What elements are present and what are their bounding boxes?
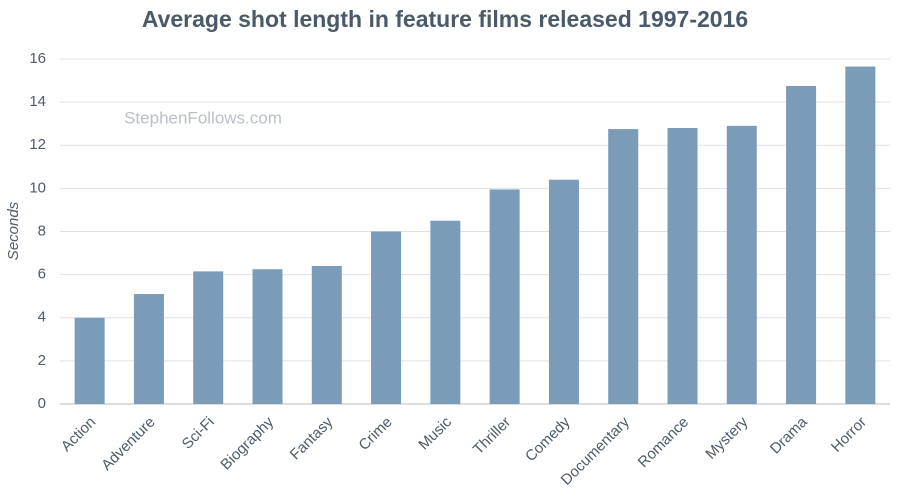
watermark: StephenFollows.com <box>124 108 282 127</box>
x-tick-label: Sci-Fi <box>179 414 218 453</box>
y-tick-label: 10 <box>29 179 46 196</box>
bar <box>726 125 757 404</box>
chart-title: Average shot length in feature films rel… <box>142 6 748 32</box>
y-tick-label: 6 <box>38 266 46 283</box>
bar <box>430 220 461 404</box>
bar <box>193 271 224 404</box>
bar <box>608 129 639 404</box>
bar <box>252 269 283 404</box>
y-tick-label: 4 <box>38 309 46 326</box>
x-tick-label: Mystery <box>702 413 751 462</box>
bar <box>311 266 342 404</box>
bar <box>133 294 164 404</box>
x-tick-label: Horror <box>828 414 870 456</box>
x-tick-label: Action <box>58 414 100 456</box>
x-tick-label: Music <box>415 413 455 453</box>
x-tick-label: Thriller <box>470 414 514 458</box>
bar <box>667 128 698 404</box>
y-tick-label: 0 <box>38 395 46 412</box>
y-tick-label: 12 <box>29 136 46 153</box>
x-tick-label: Adventure <box>98 414 158 474</box>
y-tick-label: 14 <box>29 93 46 110</box>
y-tick-label: 8 <box>38 222 46 239</box>
bar <box>74 317 105 404</box>
x-tick-label: Fantasy <box>287 413 337 463</box>
bar <box>489 189 520 404</box>
x-tick-label: Comedy <box>522 413 574 465</box>
x-tick-label: Biography <box>217 413 277 473</box>
bar <box>548 179 579 404</box>
bar <box>371 231 402 404</box>
y-tick-label: 2 <box>38 352 46 369</box>
x-tick-label: Romance <box>635 414 692 471</box>
x-tick-label: Drama <box>767 413 811 457</box>
y-axis-label: Seconds <box>5 201 22 260</box>
bar <box>845 66 876 404</box>
y-tick-label: 16 <box>29 50 46 67</box>
x-tick-label: Crime <box>355 414 395 454</box>
bar <box>786 85 817 404</box>
